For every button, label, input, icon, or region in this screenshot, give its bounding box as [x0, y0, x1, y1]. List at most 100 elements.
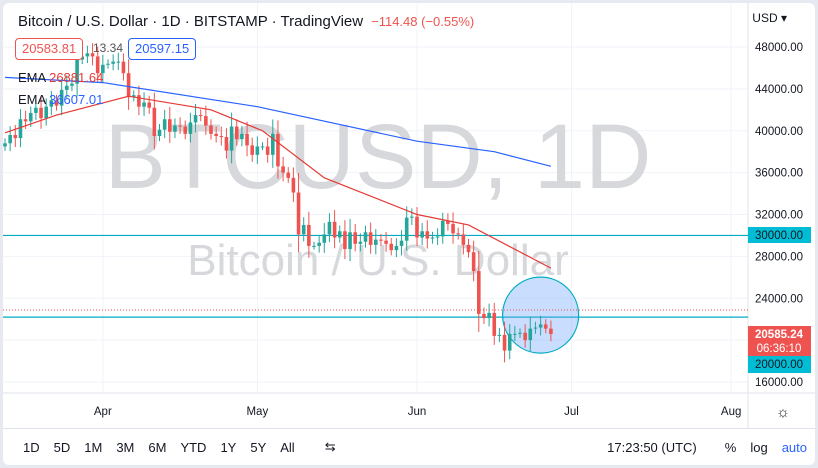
candle-body: [23, 119, 28, 122]
candle-body: [121, 61, 126, 74]
candle-body: [276, 133, 280, 167]
auto-toggle[interactable]: auto: [781, 439, 807, 455]
x-tick-label: Aug: [721, 406, 741, 418]
percent-toggle[interactable]: %: [724, 439, 737, 455]
date-range-icon[interactable]: ⇆: [324, 439, 336, 454]
y-tick-label: 44000.00: [755, 84, 803, 96]
candle-body: [173, 125, 177, 132]
candle-body: [137, 95, 141, 107]
range-3m[interactable]: 3M: [116, 439, 135, 455]
candle-body: [183, 126, 188, 134]
range-5y[interactable]: 5Y: [250, 439, 267, 455]
candle-body: [178, 125, 182, 127]
candle-body: [363, 232, 368, 242]
highlight-circle: [501, 276, 580, 354]
candle-body: [518, 332, 522, 334]
currency-select[interactable]: USD ▾: [752, 11, 787, 25]
candle-body: [90, 53, 95, 57]
bottom-toolbar: 1D 5D 1M 3M 6M YTD 1Y 5Y All ⇆ 17:23:50 …: [3, 428, 815, 465]
watermark-symbol: BTCUSD, 1D: [105, 106, 652, 208]
candle-body: [549, 328, 553, 335]
y-tick-label: 24000.00: [755, 293, 803, 305]
x-tick-label: Apr: [94, 406, 112, 418]
candle-body: [471, 252, 476, 272]
candle-body: [131, 95, 136, 98]
x-tick-label: May: [246, 406, 268, 418]
watermark-name: Bitcoin / U.S. Dollar: [187, 236, 568, 285]
y-tick-label: 32000.00: [755, 210, 803, 222]
clock-time[interactable]: 17:23:50 (UTC): [607, 439, 697, 455]
range-ytd[interactable]: YTD: [180, 439, 207, 455]
candle-body: [389, 243, 394, 251]
candle-body: [44, 106, 48, 119]
candle-body: [487, 312, 491, 319]
candle-body: [291, 177, 296, 193]
candle-body: [8, 134, 12, 144]
candle-body: [430, 237, 435, 239]
candle-body: [265, 146, 270, 155]
candle-body: [451, 223, 455, 234]
candle-body: [168, 119, 172, 132]
level-20000-label: 20000.00: [755, 359, 803, 371]
candle-body: [147, 102, 151, 108]
ema-slow-legend[interactable]: EMA 36607.01: [18, 92, 104, 107]
range-all[interactable]: All: [280, 439, 295, 455]
candle-body: [317, 242, 321, 246]
ema-slow-line: [4, 76, 552, 167]
level-20000-tag: [748, 356, 811, 373]
candle-body: [188, 122, 193, 134]
candle-body: [394, 245, 399, 251]
candle-body: [54, 100, 59, 106]
candle-body: [374, 239, 378, 245]
level-30000-label: 30000.00: [755, 230, 803, 242]
candle-body: [410, 216, 414, 218]
candle-body: [65, 85, 69, 90]
spread: 13.34: [93, 41, 124, 55]
candle-body: [440, 220, 445, 237]
candle-body: [126, 73, 131, 98]
candle-body: [75, 59, 79, 84]
candle-body: [13, 134, 18, 139]
candle-body: [435, 236, 440, 238]
x-tick-label: Jun: [408, 406, 427, 418]
candle-body: [106, 63, 110, 65]
candle-body: [214, 133, 218, 136]
candle-body: [502, 334, 507, 351]
candle-body: [415, 216, 419, 238]
y-tick-label: 28000.00: [755, 251, 803, 263]
range-6m[interactable]: 6M: [148, 439, 167, 455]
candle-body: [219, 135, 224, 138]
candle-body: [281, 166, 285, 173]
range-1y[interactable]: 1Y: [220, 439, 237, 455]
settings-gear-icon: ☼: [776, 404, 790, 421]
last-price-label: 20585.24: [755, 329, 804, 341]
candle-body: [198, 115, 203, 117]
candle-body: [456, 233, 460, 235]
candle-body: [513, 333, 517, 335]
candle-body: [368, 232, 373, 245]
candle-body: [39, 107, 43, 119]
candle-body: [307, 224, 311, 246]
countdown-label: 06:36:10: [757, 343, 802, 355]
range-1d[interactable]: 1D: [23, 439, 40, 455]
range-1m[interactable]: 1M: [84, 439, 103, 455]
range-5d[interactable]: 5D: [53, 439, 71, 455]
candle-body: [332, 221, 337, 238]
chart-window: BTCUSD, 1D Bitcoin / U.S. Dollar 48000.00 4…: [3, 3, 815, 465]
bid-price[interactable]: 20583.81: [15, 38, 84, 60]
candle-body: [59, 89, 64, 106]
log-toggle[interactable]: log: [750, 439, 768, 455]
ask-price[interactable]: 20597.15: [128, 38, 197, 60]
candle-body: [245, 133, 249, 146]
candle-body: [358, 241, 363, 244]
candle-body: [255, 146, 260, 155]
ema-fast-legend[interactable]: EMA 26881.64: [18, 70, 104, 85]
candle-body: [322, 234, 327, 243]
candle-body: [507, 333, 512, 351]
candle-body: [492, 312, 497, 336]
price-change: −114.48 (−0.55%): [371, 14, 475, 29]
candle-body: [240, 133, 244, 140]
candle-body: [95, 56, 100, 74]
candle-body: [379, 239, 383, 241]
price-chart[interactable]: BTCUSD, 1D Bitcoin / U.S. Dollar 48000.00 4…: [3, 3, 815, 429]
